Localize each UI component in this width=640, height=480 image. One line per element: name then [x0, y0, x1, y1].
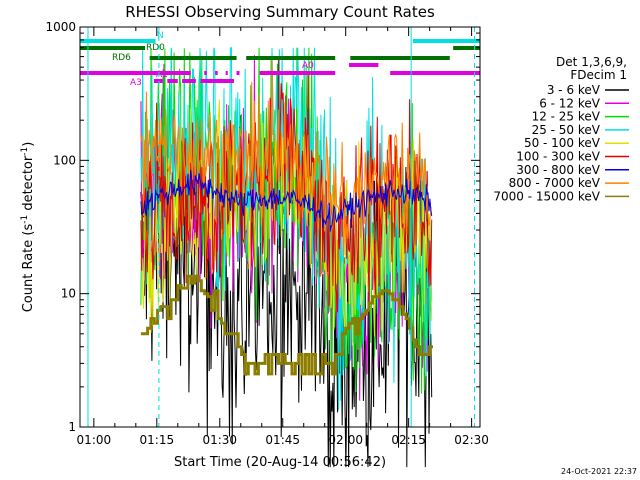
axis-layer: 01:00 01:15 01:30 01:45 02:00 02:15 02:30 1 10 10… — [45, 20, 488, 447]
legend-label: 7000 - 15000 keV — [493, 189, 600, 203]
series-line-300-800-kev — [140, 169, 433, 232]
flag-label-n: N — [157, 31, 164, 41]
flag-label-a3: A3 — [130, 78, 142, 88]
legend-header-1: Det 1,3,6,9, — [556, 55, 627, 69]
flag-label-rd6: RD6 — [112, 53, 131, 63]
x-tick-label: 01:45 — [265, 433, 300, 447]
legend-label: 100 - 300 keV — [516, 150, 600, 164]
series-line-7000-15000-kev — [140, 274, 433, 376]
flag-label-a0: A0 — [302, 61, 314, 71]
legend-label: 25 - 50 keV — [532, 123, 601, 137]
y-axis-label: Count Rate (s-1 detector-1) — [20, 142, 36, 313]
series-line-3-6-kev — [140, 100, 433, 468]
chart-title: RHESSI Observing Summary Count Rates — [125, 3, 435, 21]
series-layer — [140, 47, 433, 468]
x-tick-label: 02:30 — [454, 433, 489, 447]
y-tick-label: 100 — [53, 153, 76, 167]
legend-label: 6 - 12 keV — [539, 96, 601, 110]
legend-label: 12 - 25 keV — [532, 110, 601, 124]
plot-frame — [79, 26, 481, 428]
x-tick-label: 01:00 — [77, 433, 112, 447]
y-tick-label: 1 — [68, 420, 76, 434]
flag-label-rd0: RD0 — [146, 43, 165, 53]
legend-label: 3 - 6 keV — [547, 83, 601, 97]
x-axis-label: Start Time (20-Aug-14 00:56:42) — [174, 455, 386, 470]
x-tick-label: 01:15 — [140, 433, 175, 447]
series-line-800-7000-kev — [140, 58, 433, 256]
y-tick-label: 1000 — [45, 20, 76, 34]
x-tick-label: 01:30 — [202, 433, 237, 447]
legend-header-2: FDecim 1 — [570, 68, 627, 82]
legend-label: 300 - 800 keV — [516, 163, 600, 177]
flag-label-a1: A1 — [156, 70, 168, 80]
legend-label: 50 - 100 keV — [524, 136, 601, 150]
x-tick-label: 02:15 — [391, 433, 426, 447]
legend-label: 800 - 7000 keV — [509, 176, 601, 190]
y-tick-label: 10 — [61, 287, 76, 301]
footer-date: 24-Oct-2021 22:37 — [561, 467, 637, 476]
vline-layer — [87, 27, 476, 427]
flag-layer: N RD0 RD6 A0 A1 A3 — [80, 31, 480, 88]
x-tick-label: 02:00 — [328, 433, 363, 447]
